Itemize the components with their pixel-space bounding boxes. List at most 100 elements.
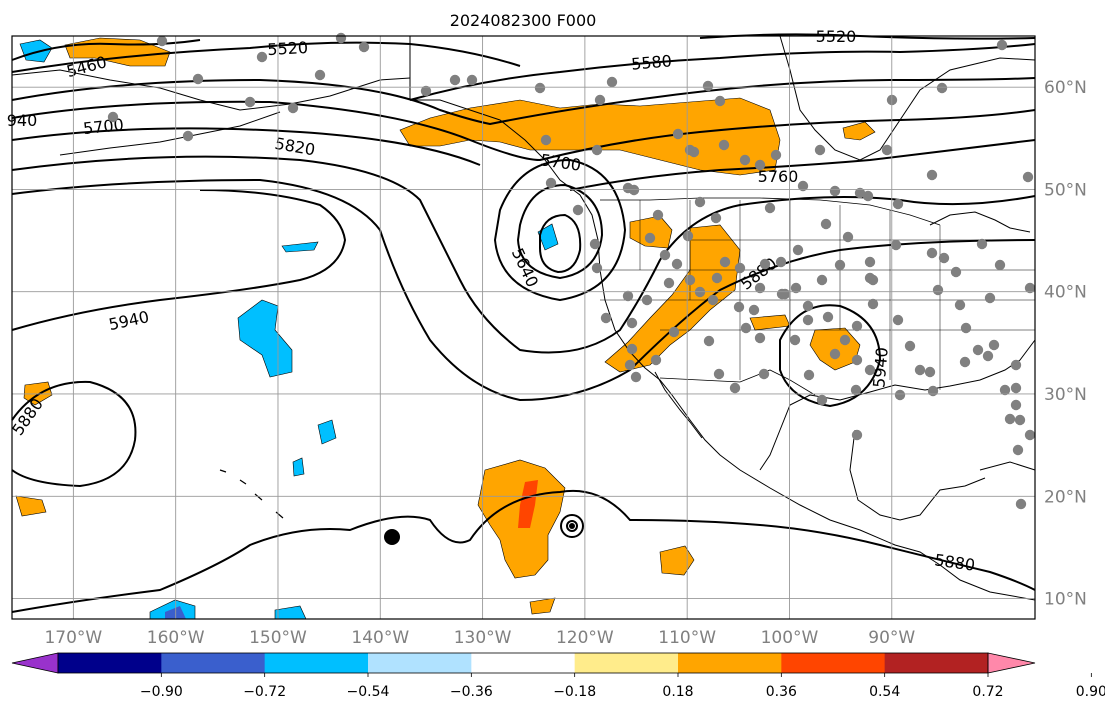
latitude-label: 30°N — [1044, 385, 1087, 405]
station-marker — [734, 262, 746, 274]
colorbar-tick-labels: −0.90 −0.72 −0.54 −0.36 −0.18 0.18 0.36 0.54 0.7… — [140, 673, 1105, 700]
station-marker — [1015, 498, 1027, 510]
station-marker — [758, 368, 770, 380]
contour-5880-main — [11, 178, 1036, 402]
blue-region-pacific — [237, 299, 293, 378]
station-marker — [914, 364, 926, 376]
coastline-hudson-bay — [779, 35, 1036, 161]
latitude-label: 60°N — [1044, 78, 1087, 98]
station-marker — [938, 252, 950, 264]
longitude-labels: 170°W 160°W 150°W 140°W 130°W 120°W 110°W 100°W… — [44, 628, 915, 648]
station-marker — [702, 80, 714, 92]
station-marker — [867, 274, 879, 286]
coastline-mexico — [849, 429, 986, 521]
colorbar-tick-label: 0.36 — [766, 684, 797, 700]
station-marker — [682, 230, 694, 242]
station-marker — [994, 259, 1006, 271]
station-marker — [739, 154, 751, 166]
contour-low-inner — [539, 213, 582, 274]
station-marker — [959, 356, 971, 368]
station-marker — [1024, 282, 1036, 294]
latitude-label: 10°N — [1044, 590, 1087, 610]
station-marker — [703, 335, 715, 347]
station-marker — [982, 350, 994, 362]
station-marker — [881, 144, 893, 156]
station-marker — [926, 247, 938, 259]
station-marker — [1010, 382, 1022, 394]
colorbar-tick-label: 0.18 — [662, 684, 693, 700]
station-marker — [626, 343, 638, 355]
station-marker — [790, 282, 802, 294]
station-marker — [606, 76, 618, 88]
station-marker — [688, 146, 700, 158]
station-marker — [988, 339, 1000, 351]
station-marker — [842, 231, 854, 243]
orange-region-small-2 — [15, 495, 47, 517]
coastlines — [11, 35, 1036, 601]
station-marker — [996, 39, 1008, 51]
station-marker — [694, 196, 706, 208]
station-marker — [624, 359, 636, 371]
station-marker — [779, 288, 791, 300]
gridlines — [12, 36, 1035, 619]
station-marker — [684, 274, 696, 286]
longitude-label: 160°W — [147, 628, 205, 648]
station-marker — [449, 74, 461, 86]
station-marker — [892, 198, 904, 210]
colorbar-tick-label: −0.54 — [347, 684, 390, 700]
station-marker — [630, 371, 642, 383]
colorbar-segment — [884, 653, 989, 673]
station-marker — [1010, 399, 1022, 411]
coastline-great-lakes — [929, 211, 1031, 233]
station-marker — [256, 51, 268, 63]
orange-region-east-pacific — [659, 545, 695, 576]
station-marker — [707, 294, 719, 306]
colorbar-segment — [574, 653, 679, 673]
station-marker — [839, 334, 851, 346]
colorbar-extend-high — [987, 652, 1036, 674]
border-us-mexico — [659, 369, 816, 396]
contour-label: 940 — [7, 111, 38, 130]
station-marker — [834, 259, 846, 271]
station-marker — [754, 159, 766, 171]
map-frame — [11, 35, 1036, 620]
orange-region-pnw — [399, 97, 781, 176]
blue-region-small-3 — [292, 457, 305, 477]
station-marker — [671, 258, 683, 270]
station-marker — [797, 180, 809, 192]
colorbar-segment — [58, 653, 162, 673]
coastline-baja — [654, 371, 703, 439]
station-marker — [572, 204, 584, 216]
contour-5460 — [11, 39, 201, 61]
orange-region-hudson — [842, 121, 876, 141]
shaded-fields — [15, 37, 876, 620]
station-marker — [932, 284, 944, 296]
contour-label: 5940 — [869, 346, 891, 388]
cyclone-marker-small — [569, 523, 575, 529]
contour-5820 — [11, 155, 1036, 354]
station-marker — [802, 314, 814, 326]
station-marker — [182, 130, 194, 142]
station-marker — [926, 169, 938, 181]
station-marker — [867, 298, 879, 310]
station-marker — [652, 209, 664, 221]
map-area: 5460 5520 5580 5520 940 5700 5820 5700 5… — [7, 27, 1036, 620]
station-marker — [829, 348, 841, 360]
station-marker — [864, 364, 876, 376]
station-marker — [713, 368, 725, 380]
station-marker — [894, 389, 906, 401]
station-marker — [789, 334, 801, 346]
station-marker — [770, 149, 782, 161]
station-marker — [822, 311, 834, 323]
contour-5640-north — [11, 77, 1036, 126]
station-marker — [950, 266, 962, 278]
station-marker — [1010, 359, 1022, 371]
station-marker — [976, 238, 988, 250]
contour-5940-texas — [779, 304, 882, 408]
station-marker — [650, 354, 662, 366]
station-marker — [1024, 429, 1036, 441]
colorbar-outline — [57, 652, 989, 674]
latitude-label: 50°N — [1044, 180, 1087, 200]
longitude-label: 110°W — [658, 628, 716, 648]
contour-low-outer — [493, 158, 627, 302]
